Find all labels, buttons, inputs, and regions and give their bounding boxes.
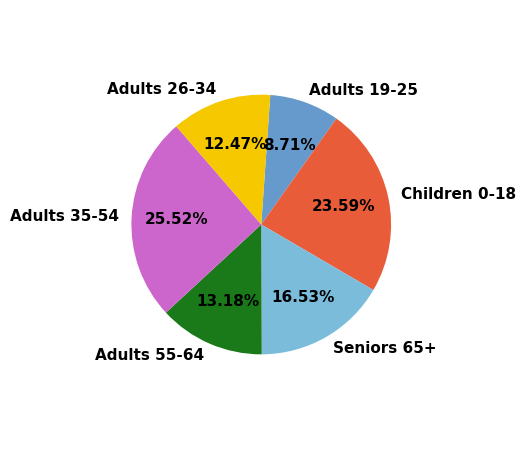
Text: Adults 19-25: Adults 19-25: [309, 83, 418, 97]
Wedge shape: [261, 119, 391, 290]
Wedge shape: [176, 95, 270, 224]
Text: 8.71%: 8.71%: [264, 137, 316, 153]
Text: 23.59%: 23.59%: [312, 199, 375, 214]
Wedge shape: [131, 126, 261, 313]
Wedge shape: [261, 224, 373, 354]
Text: 12.47%: 12.47%: [203, 137, 266, 152]
Text: Adults 26-34: Adults 26-34: [107, 82, 216, 97]
Text: Children 0-18: Children 0-18: [401, 187, 516, 202]
Text: 16.53%: 16.53%: [272, 290, 335, 305]
Text: Adults 55-64: Adults 55-64: [95, 348, 204, 363]
Text: Adults 35-54: Adults 35-54: [9, 209, 119, 224]
Wedge shape: [261, 95, 337, 224]
Text: Seniors 65+: Seniors 65+: [333, 341, 436, 356]
Wedge shape: [166, 224, 262, 354]
Text: 25.52%: 25.52%: [145, 212, 209, 227]
Text: 13.18%: 13.18%: [196, 295, 259, 309]
